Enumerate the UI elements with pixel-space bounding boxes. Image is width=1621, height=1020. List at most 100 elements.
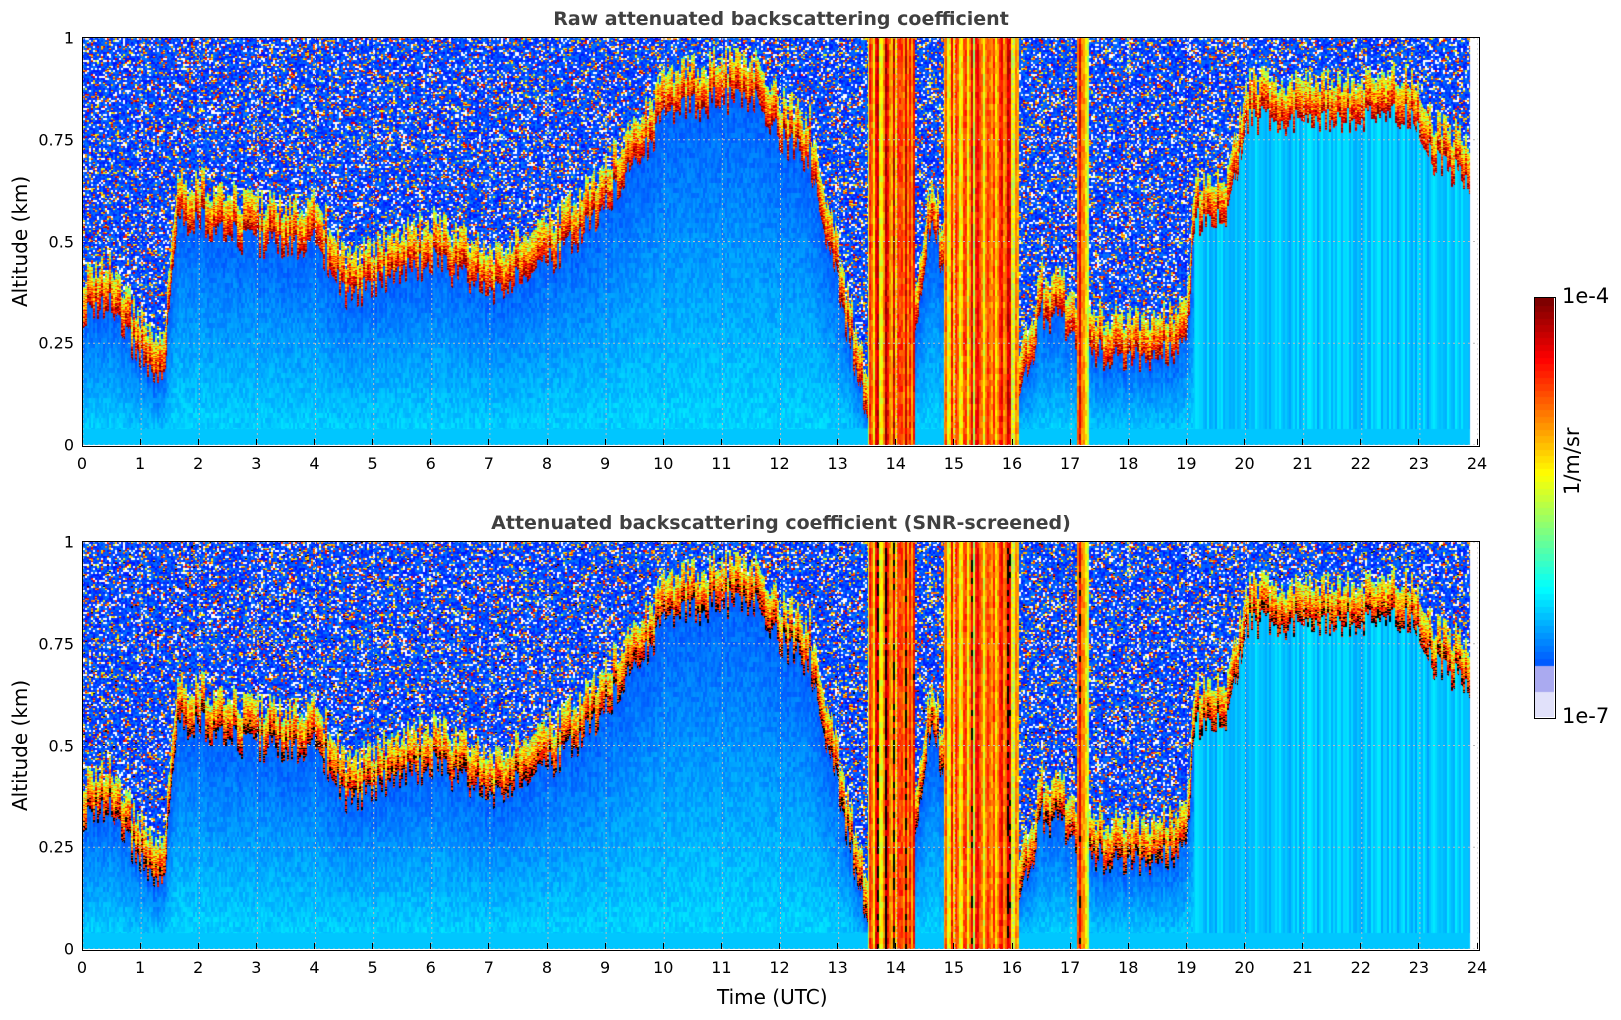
x-tick-label: 8 <box>541 958 553 977</box>
x-tick-label: 22 <box>1350 958 1371 977</box>
x-tick-label: 7 <box>483 454 494 473</box>
x-tick-mark <box>139 943 141 949</box>
top-heatmap <box>82 37 1480 447</box>
x-tick-mark <box>1069 943 1071 949</box>
x-tick-label: 9 <box>600 454 611 473</box>
x-tick-label: 18 <box>1118 958 1139 977</box>
x-tick-mark <box>837 439 839 445</box>
x-tick-mark <box>1127 943 1129 949</box>
x-tick-mark <box>430 439 432 445</box>
x-tick-label: 21 <box>1292 958 1313 977</box>
y-tick-label: 0.5 <box>48 736 74 755</box>
top-heatmap-canvas <box>83 38 1478 445</box>
x-tick-mark <box>81 943 83 949</box>
x-tick-mark <box>430 943 432 949</box>
bottom-panel-title: Attenuated backscattering coefficient (S… <box>491 512 1071 534</box>
x-tick-mark <box>779 439 780 445</box>
x-tick-label: 13 <box>827 958 848 977</box>
x-tick-mark <box>197 439 199 445</box>
x-tick-label: 10 <box>653 958 674 977</box>
x-tick-mark <box>1244 439 1245 445</box>
x-tick-mark <box>372 439 374 445</box>
x-tick-mark <box>662 439 664 445</box>
x-tick-mark <box>81 439 83 445</box>
x-tick-mark <box>1069 439 1071 445</box>
y-tick-label: 0.75 <box>38 634 74 654</box>
x-tick-label: 14 <box>885 958 906 977</box>
x-tick-mark <box>1476 943 1478 949</box>
x-tick-label: 0 <box>76 958 88 977</box>
x-tick-label: 11 <box>711 454 732 473</box>
bottom-gridlines <box>83 542 1478 949</box>
y-tick-label: 0.75 <box>38 130 74 150</box>
x-tick-label: 21 <box>1292 454 1313 473</box>
x-tick-label: 20 <box>1234 454 1255 473</box>
x-tick-mark <box>1302 439 1304 445</box>
y-tick-label: 0 <box>63 435 74 455</box>
y-tick-label: 0.5 <box>48 232 74 251</box>
x-tick-label: 2 <box>193 454 204 473</box>
x-tick-mark <box>1302 943 1304 949</box>
x-tick-label: 24 <box>1466 958 1488 977</box>
x-tick-mark <box>604 439 606 445</box>
x-tick-mark <box>720 439 722 445</box>
top-gridlines <box>83 38 1478 445</box>
x-tick-label: 1 <box>135 958 146 977</box>
x-tick-label: 4 <box>309 958 320 977</box>
x-tick-mark <box>1244 943 1245 949</box>
x-tick-label: 17 <box>1059 958 1081 977</box>
x-tick-label: 10 <box>653 454 674 473</box>
x-tick-mark <box>488 943 490 949</box>
colorbar <box>1534 297 1556 719</box>
top-panel-title: Raw attenuated backscattering coefficien… <box>553 8 1009 30</box>
bottom-heatmap <box>82 541 1480 951</box>
x-tick-mark <box>1011 943 1013 949</box>
x-tick-label: 22 <box>1350 454 1371 473</box>
x-tick-label: 1 <box>135 454 146 473</box>
x-tick-label: 14 <box>885 454 906 473</box>
x-tick-label: 0 <box>76 454 88 473</box>
x-tick-label: 9 <box>600 958 611 977</box>
x-tick-mark <box>1185 439 1187 445</box>
x-tick-mark <box>1418 439 1420 445</box>
y-tick-label: 1 <box>63 28 74 48</box>
x-tick-label: 5 <box>367 454 378 473</box>
y-tick-label: 0 <box>63 939 74 959</box>
x-tick-mark <box>546 439 548 445</box>
x-tick-label: 4 <box>309 454 320 473</box>
x-tick-mark <box>1360 439 1362 445</box>
x-tick-mark <box>1011 439 1013 445</box>
x-tick-mark <box>895 943 897 949</box>
colorbar-max-label: 1e-4 <box>1562 284 1610 308</box>
x-tick-label: 20 <box>1234 958 1255 977</box>
x-tick-label: 23 <box>1408 454 1430 473</box>
x-tick-mark <box>720 943 722 949</box>
colorbar-gradient <box>1535 298 1554 717</box>
bottom-heatmap-canvas <box>83 542 1478 949</box>
y-tick-label: 1 <box>63 532 74 552</box>
x-tick-label: 16 <box>1001 454 1023 473</box>
x-tick-mark <box>1127 439 1129 445</box>
x-tick-label: 3 <box>251 958 262 977</box>
y-tick-label: 0.25 <box>38 333 74 353</box>
x-tick-label: 19 <box>1176 958 1197 977</box>
x-tick-label: 12 <box>769 454 790 473</box>
x-tick-label: 2 <box>193 958 204 977</box>
x-tick-label: 3 <box>251 454 262 473</box>
x-tick-mark <box>1360 943 1362 949</box>
x-tick-mark <box>488 439 490 445</box>
x-tick-label: 11 <box>711 958 732 977</box>
x-tick-mark <box>372 943 374 949</box>
x-tick-mark <box>314 943 315 949</box>
x-tick-mark <box>197 943 199 949</box>
colorbar-min-label: 1e-7 <box>1562 704 1610 728</box>
x-tick-label: 13 <box>827 454 848 473</box>
x-tick-mark <box>895 439 897 445</box>
colorbar-unit-label: 1/m/sr <box>1560 427 1584 495</box>
x-tick-mark <box>139 439 141 445</box>
x-tick-mark <box>314 439 315 445</box>
x-tick-label: 8 <box>541 454 553 473</box>
x-tick-label: 12 <box>769 958 790 977</box>
x-tick-mark <box>837 943 839 949</box>
x-tick-mark <box>604 943 606 949</box>
